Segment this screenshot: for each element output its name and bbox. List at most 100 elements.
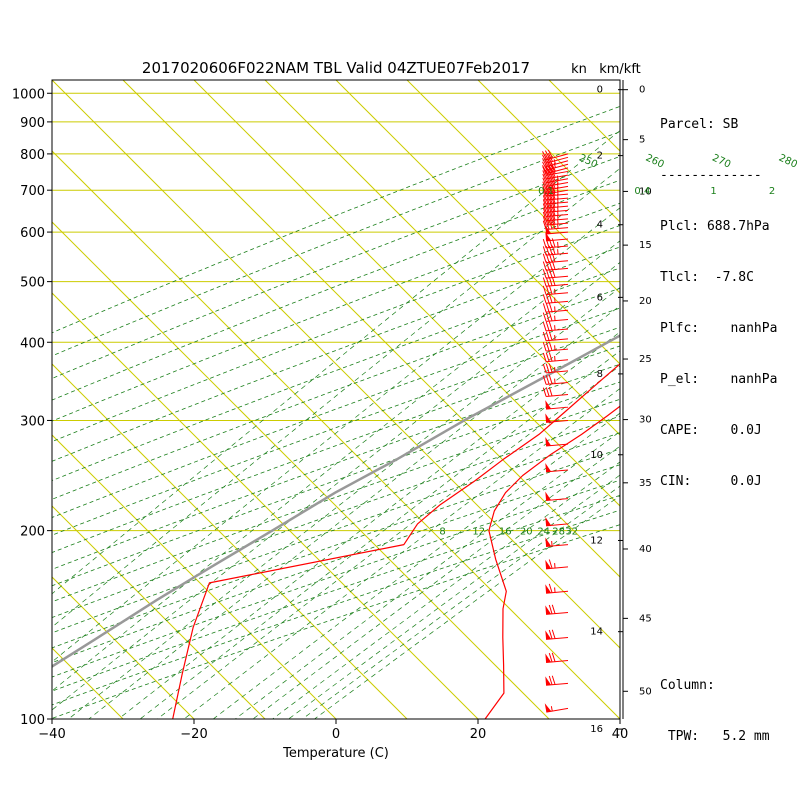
- barb-feather: [545, 277, 550, 287]
- barb-feather: [548, 604, 553, 615]
- km-tick-label: 12: [590, 535, 603, 546]
- barb-feather: [545, 387, 550, 397]
- barb-flag: [545, 437, 552, 447]
- panel-line: P_el: nanhPa: [660, 372, 778, 387]
- barb-feather: [551, 194, 556, 204]
- isotherm-line: [122, 80, 620, 578]
- x-tick-label: 40: [612, 727, 629, 742]
- barb-shaft: [546, 660, 569, 663]
- barb-feather: [545, 341, 550, 351]
- barb-feather: [545, 215, 550, 225]
- dry-adiabat-line: [52, 448, 620, 649]
- barb-feather: [548, 206, 553, 217]
- barb-feather: [548, 238, 553, 248]
- barb-feather: [551, 176, 556, 185]
- barb-feather: [542, 261, 547, 271]
- dry-adiabat-line: [52, 398, 620, 603]
- barb-feather: [542, 187, 547, 197]
- barb-shaft: [546, 309, 569, 313]
- dry-adiabat-line: [52, 415, 620, 618]
- barb-flag: [545, 653, 552, 663]
- barb-feather: [542, 161, 548, 171]
- x-tick-label: 0: [332, 727, 340, 742]
- wind-barbs: [542, 149, 569, 713]
- barb-feather: [548, 260, 553, 270]
- barb-feather: [545, 245, 550, 256]
- barb-feather: [548, 675, 553, 685]
- barb-flag: [545, 516, 552, 526]
- mixing-ratio-label: 2: [769, 186, 775, 197]
- y-tick-label: 200: [20, 525, 45, 540]
- barb-feather: [548, 211, 553, 221]
- barb-flag: [544, 703, 552, 713]
- wind-barb: [542, 260, 569, 271]
- barb-feather: [551, 245, 556, 255]
- dry-adiabat-label: 280: [777, 153, 799, 171]
- barb-feather: [551, 219, 556, 229]
- barb-shaft: [546, 381, 569, 385]
- barb-feather: [551, 179, 556, 189]
- isotherm-line: [335, 80, 620, 365]
- x-tick-label: −40: [38, 727, 65, 742]
- panel-line: CAPE: 0.0J: [660, 423, 762, 438]
- barb-shaft: [546, 370, 569, 374]
- barb-shaft: [546, 523, 569, 527]
- barb-feather: [542, 342, 547, 352]
- barb-feather: [547, 153, 553, 162]
- km-tick-label: 16: [590, 724, 603, 735]
- isotherm-line: [406, 80, 620, 294]
- barb-feather: [548, 285, 553, 295]
- barb-shaft: [546, 611, 569, 615]
- barb-flag: [545, 537, 552, 547]
- y-tick-label: 1000: [12, 87, 45, 102]
- isotherm-line: [52, 80, 620, 649]
- barb-feather: [545, 220, 550, 230]
- barb-feather: [545, 294, 550, 304]
- kft-tick-label: 15: [639, 240, 652, 251]
- barb-feather: [548, 186, 553, 196]
- barb-feather: [551, 206, 556, 216]
- wind-barb: [545, 400, 569, 410]
- barb-feather: [547, 163, 553, 173]
- dry-adiabat-line: [52, 381, 620, 587]
- barb-feather: [542, 253, 547, 263]
- kft-tick-label: 35: [639, 478, 652, 489]
- mixing-ratio-label: 16: [499, 527, 512, 538]
- barb-feather: [542, 191, 547, 201]
- wind-barb: [542, 321, 569, 332]
- barb-feather: [542, 203, 547, 213]
- isotherm-line: [52, 363, 408, 719]
- barb-shaft: [546, 160, 569, 167]
- panel-line: Plfc: nanhPa: [660, 321, 778, 336]
- wind-barb: [542, 206, 569, 217]
- dry-adiabat-line: [52, 345, 620, 553]
- isotherm-line: [52, 434, 337, 719]
- barb-feather: [548, 352, 553, 362]
- wind-barb: [545, 413, 569, 423]
- barb-shaft: [546, 156, 569, 164]
- panel-line: TPW: 5.2 mm: [660, 729, 770, 744]
- barb-flag: [545, 676, 552, 686]
- barb-feather: [545, 211, 550, 221]
- mixing-ratio-label: 1: [710, 186, 716, 197]
- y-tick-label: 300: [20, 414, 45, 429]
- barb-feather: [545, 186, 550, 196]
- barb-shaft: [546, 348, 569, 352]
- barb-half-feather: [556, 175, 559, 181]
- barb-flag: [545, 491, 552, 501]
- barb-feather: [551, 202, 556, 212]
- mixing-ratio-line: [183, 388, 620, 719]
- kft-tick-label: 0: [639, 85, 645, 96]
- kft-tick-label: 25: [639, 354, 652, 365]
- profile-lines: [52, 334, 620, 719]
- wind-barb: [542, 341, 569, 352]
- wind-barb: [545, 629, 569, 640]
- barb-feather: [542, 277, 547, 287]
- barb-feather: [548, 184, 553, 194]
- wind-barb: [545, 652, 569, 663]
- kft-tick-label: 10: [639, 186, 652, 197]
- isotherm-line: [52, 292, 479, 719]
- barb-shaft: [546, 227, 569, 231]
- wind-barb: [545, 675, 569, 686]
- barb-feather: [545, 207, 550, 217]
